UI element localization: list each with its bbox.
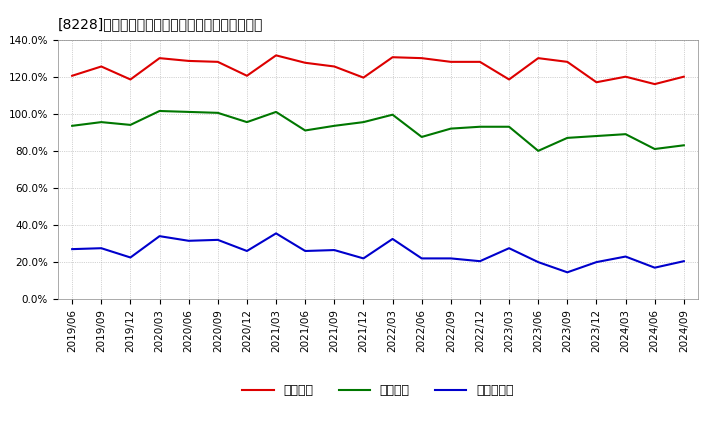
現預金比率 (359, 256, 368, 261)
当座比率 (126, 122, 135, 128)
現預金比率 (330, 247, 338, 253)
当座比率 (446, 126, 455, 131)
当座比率 (388, 112, 397, 117)
流動比率 (271, 53, 280, 58)
流動比率 (126, 77, 135, 82)
現預金比率 (505, 246, 513, 251)
当座比率 (592, 133, 600, 139)
現預金比率 (388, 236, 397, 242)
現預金比率 (592, 260, 600, 265)
流動比率 (330, 64, 338, 69)
Line: 現預金比率: 現預金比率 (72, 233, 684, 272)
現預金比率 (650, 265, 659, 270)
流動比率 (592, 80, 600, 85)
現預金比率 (534, 260, 543, 265)
現預金比率 (563, 270, 572, 275)
現預金比率 (184, 238, 193, 243)
流動比率 (680, 74, 688, 79)
当座比率 (271, 109, 280, 114)
流動比率 (243, 73, 251, 78)
現預金比率 (301, 248, 310, 253)
当座比率 (418, 134, 426, 139)
当座比率 (476, 124, 485, 129)
流動比率 (621, 74, 630, 79)
当座比率 (650, 147, 659, 152)
流動比率 (476, 59, 485, 65)
当座比率 (563, 135, 572, 140)
流動比率 (388, 55, 397, 60)
当座比率 (156, 108, 164, 114)
現預金比率 (126, 255, 135, 260)
当座比率 (359, 120, 368, 125)
現預金比率 (446, 256, 455, 261)
当座比率 (680, 143, 688, 148)
当座比率 (330, 123, 338, 128)
流動比率 (213, 59, 222, 65)
Text: [8228]　流動比率、当座比率、現預金比率の推移: [8228] 流動比率、当座比率、現預金比率の推移 (58, 18, 263, 32)
流動比率 (359, 75, 368, 80)
現預金比率 (68, 246, 76, 252)
現預金比率 (476, 259, 485, 264)
当座比率 (243, 120, 251, 125)
当座比率 (213, 110, 222, 115)
現預金比率 (97, 246, 106, 251)
流動比率 (534, 55, 543, 61)
流動比率 (563, 59, 572, 65)
Line: 当座比率: 当座比率 (72, 111, 684, 151)
現預金比率 (621, 254, 630, 259)
流動比率 (505, 77, 513, 82)
現預金比率 (213, 237, 222, 242)
流動比率 (156, 55, 164, 61)
流動比率 (446, 59, 455, 65)
当座比率 (97, 120, 106, 125)
現預金比率 (418, 256, 426, 261)
流動比率 (68, 73, 76, 78)
現預金比率 (243, 248, 251, 253)
Line: 流動比率: 流動比率 (72, 55, 684, 84)
当座比率 (184, 109, 193, 114)
現預金比率 (271, 231, 280, 236)
現預金比率 (156, 234, 164, 239)
当座比率 (301, 128, 310, 133)
当座比率 (621, 132, 630, 137)
流動比率 (301, 60, 310, 66)
現預金比率 (680, 259, 688, 264)
流動比率 (418, 55, 426, 61)
流動比率 (97, 64, 106, 69)
流動比率 (650, 81, 659, 87)
Legend: 流動比率, 当座比率, 現預金比率: 流動比率, 当座比率, 現預金比率 (238, 379, 518, 402)
当座比率 (68, 123, 76, 128)
当座比率 (505, 124, 513, 129)
流動比率 (184, 58, 193, 63)
当座比率 (534, 148, 543, 154)
